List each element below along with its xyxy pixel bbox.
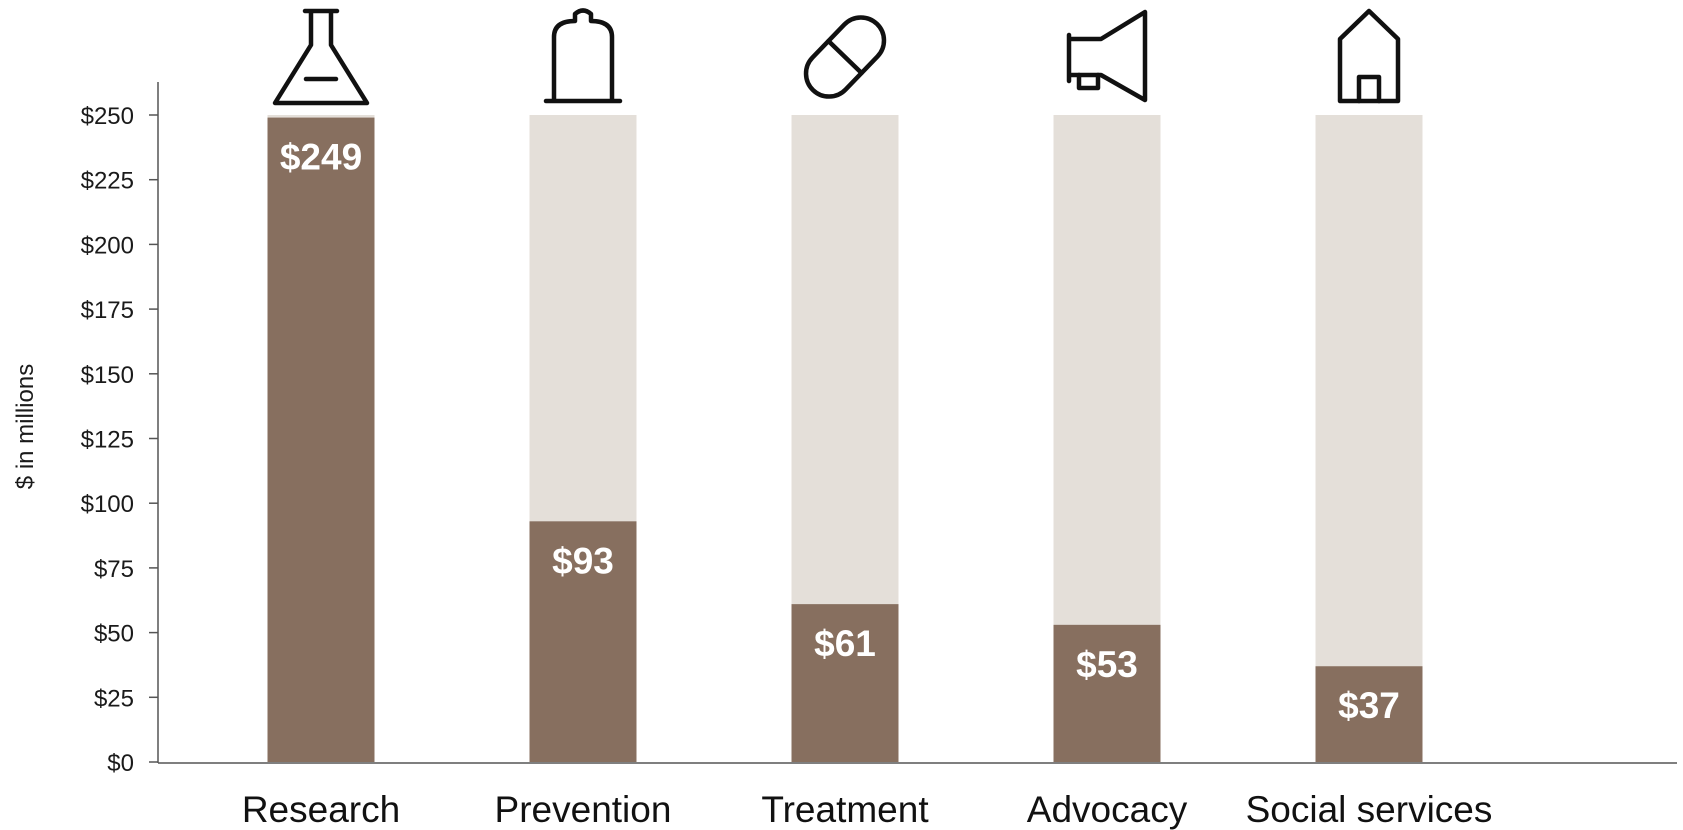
bar-group: $37 Social services [1246,115,1493,830]
category-label: Prevention [495,789,672,830]
category-label: Social services [1246,789,1493,830]
y-tick-label: $0 [107,750,134,777]
y-tick-label: $75 [94,556,134,583]
bar-group: $249 Research [242,115,400,830]
y-tick-label: $200 [81,232,134,259]
bar-group: $53 Advocacy [1027,115,1188,830]
y-tick-label: $50 [94,621,134,648]
pill-icon [803,15,887,99]
bar-value-label: $61 [814,623,876,664]
bar-value-label: $93 [552,540,614,581]
bar [791,604,899,762]
y-axis-title: $ in millions [12,364,39,489]
bars: $249 Research $93 Prevention $61 Treatment $53… [242,115,1493,830]
bar-value-label: $37 [1338,685,1400,726]
bar-group: $93 Prevention [495,115,672,830]
bar-group: $61 Treatment [761,115,929,830]
category-label: Research [242,789,400,830]
bar [267,117,375,762]
bar-value-label: $53 [1076,644,1138,685]
y-tick-label: $150 [81,362,134,389]
category-label: Advocacy [1027,789,1188,830]
bar [529,521,637,762]
chart-axes: $0 $25 $50 $75 $100 $125 $150 $175 $200 $225 $250 [81,82,1677,777]
category-icons [272,8,1401,106]
y-tick-label: $250 [81,103,134,130]
y-tick-label: $125 [81,427,134,454]
bar [1315,666,1423,762]
category-label: Treatment [761,789,929,830]
house-icon [1337,8,1401,104]
bar [1053,624,1161,762]
y-tick-label: $25 [94,685,134,712]
y-tick-label: $175 [81,297,134,324]
bar-background [1315,115,1423,762]
y-tick-label: $225 [81,168,134,195]
condom-icon [543,8,623,104]
bar-value-label: $249 [280,137,362,178]
y-tick-label: $100 [81,491,134,518]
megaphone-icon [1066,9,1148,103]
flask-icon [272,8,370,106]
y-ticks: $0 $25 $50 $75 $100 $125 $150 $175 $200 $225 $250 [81,103,158,777]
